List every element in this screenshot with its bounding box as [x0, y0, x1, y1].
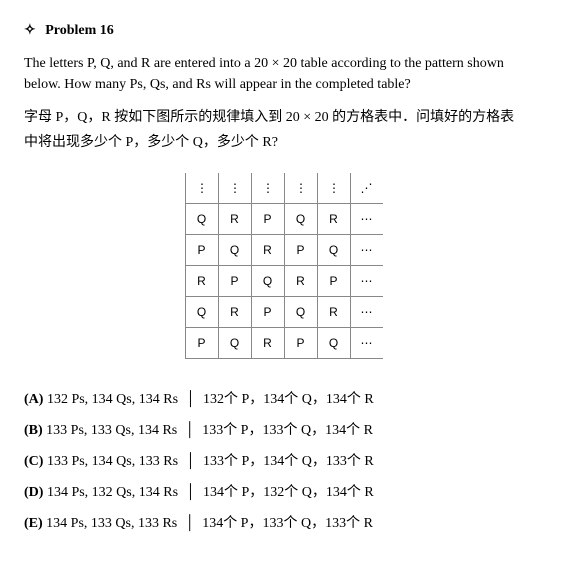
divider: │ — [186, 454, 196, 469]
cell: R — [317, 297, 350, 328]
cell: P — [185, 235, 218, 266]
cell: Q — [284, 204, 317, 235]
cell: Q — [317, 235, 350, 266]
chinese-line-1: 字母 P，Q，R 按如下图所示的规律填入到 20 × 20 的方格表中．问填好的… — [24, 110, 514, 125]
cell: ⋮ — [251, 173, 284, 204]
cell: R — [218, 297, 251, 328]
option-en: 134 Ps, 132 Qs, 134 Rs — [47, 485, 178, 500]
table-row: Q R P Q R ⋯ — [185, 204, 383, 235]
option-label: (C) — [24, 454, 43, 469]
answer-options: (A) 132 Ps, 134 Qs, 134 Rs │ 132个 P，134个… — [24, 389, 543, 534]
option-en: 134 Ps, 133 Qs, 133 Rs — [46, 516, 177, 531]
option-cn: 132个 P，134个 Q，134个 R — [203, 392, 374, 407]
cell: R — [317, 204, 350, 235]
cell: R — [251, 328, 284, 359]
option-label: (A) — [24, 392, 43, 407]
cell: ⋮ — [185, 173, 218, 204]
english-statement: The letters P, Q, and R are entered into… — [24, 53, 543, 95]
cell: P — [317, 266, 350, 297]
cell: P — [284, 328, 317, 359]
cell: P — [251, 204, 284, 235]
option-label: (E) — [24, 516, 43, 531]
table-row: P Q R P Q ⋯ — [185, 328, 383, 359]
divider: │ — [186, 392, 196, 407]
cell: P — [185, 328, 218, 359]
cell: P — [284, 235, 317, 266]
option-en: 133 Ps, 133 Qs, 134 Rs — [46, 423, 177, 438]
pattern-grid-wrap: ⋮ ⋮ ⋮ ⋮ ⋮ ⋰ Q R P Q R ⋯ P Q R P Q ⋯ R P … — [24, 173, 543, 359]
chinese-line-2: 中将出现多少个 P，多少个 Q，多少个 R? — [24, 135, 278, 150]
cell: R — [185, 266, 218, 297]
diamond-icon: ✧ — [24, 20, 36, 41]
cell: Q — [185, 204, 218, 235]
option-en: 133 Ps, 134 Qs, 133 Rs — [47, 454, 178, 469]
cell: ⋮ — [284, 173, 317, 204]
divider: │ — [185, 516, 195, 531]
cell: Q — [251, 266, 284, 297]
option-label: (B) — [24, 423, 43, 438]
option-cn: 133个 P，134个 Q，133个 R — [203, 454, 374, 469]
divider: │ — [185, 423, 195, 438]
cell: Q — [218, 328, 251, 359]
chinese-statement: 字母 P，Q，R 按如下图所示的规律填入到 20 × 20 的方格表中．问填好的… — [24, 105, 543, 155]
cell: R — [251, 235, 284, 266]
option-c: (C) 133 Ps, 134 Qs, 133 Rs │ 133个 P，134个… — [24, 451, 543, 472]
cell: P — [251, 297, 284, 328]
pattern-grid: ⋮ ⋮ ⋮ ⋮ ⋮ ⋰ Q R P Q R ⋯ P Q R P Q ⋯ R P … — [185, 173, 383, 359]
option-cn: 134个 P，132个 Q，134个 R — [203, 485, 374, 500]
divider: │ — [186, 485, 196, 500]
table-row: Q R P Q R ⋯ — [185, 297, 383, 328]
problem-header: ✧ Problem 16 — [24, 20, 543, 41]
option-b: (B) 133 Ps, 133 Qs, 134 Rs │ 133个 P，133个… — [24, 420, 543, 441]
cell: ⋰ — [350, 173, 383, 204]
cell: R — [284, 266, 317, 297]
cell: ⋯ — [350, 297, 383, 328]
english-text: The letters P, Q, and R are entered into… — [24, 56, 504, 92]
cell: ⋯ — [350, 328, 383, 359]
cell: ⋮ — [218, 173, 251, 204]
option-e: (E) 134 Ps, 133 Qs, 133 Rs │ 134个 P，133个… — [24, 513, 543, 534]
option-en: 132 Ps, 134 Qs, 134 Rs — [47, 392, 178, 407]
table-row: P Q R P Q ⋯ — [185, 235, 383, 266]
cell: Q — [317, 328, 350, 359]
problem-title: Problem 16 — [45, 23, 114, 38]
option-label: (D) — [24, 485, 43, 500]
cell: Q — [284, 297, 317, 328]
table-row: R P Q R P ⋯ — [185, 266, 383, 297]
option-cn: 134个 P，133个 Q，133个 R — [202, 516, 373, 531]
cell: Q — [218, 235, 251, 266]
cell: R — [218, 204, 251, 235]
cell: ⋮ — [317, 173, 350, 204]
cell: ⋯ — [350, 266, 383, 297]
cell: Q — [185, 297, 218, 328]
option-d: (D) 134 Ps, 132 Qs, 134 Rs │ 134个 P，132个… — [24, 482, 543, 503]
table-row: ⋮ ⋮ ⋮ ⋮ ⋮ ⋰ — [185, 173, 383, 204]
cell: ⋯ — [350, 204, 383, 235]
cell: P — [218, 266, 251, 297]
option-cn: 133个 P，133个 Q，134个 R — [202, 423, 373, 438]
option-a: (A) 132 Ps, 134 Qs, 134 Rs │ 132个 P，134个… — [24, 389, 543, 410]
cell: ⋯ — [350, 235, 383, 266]
